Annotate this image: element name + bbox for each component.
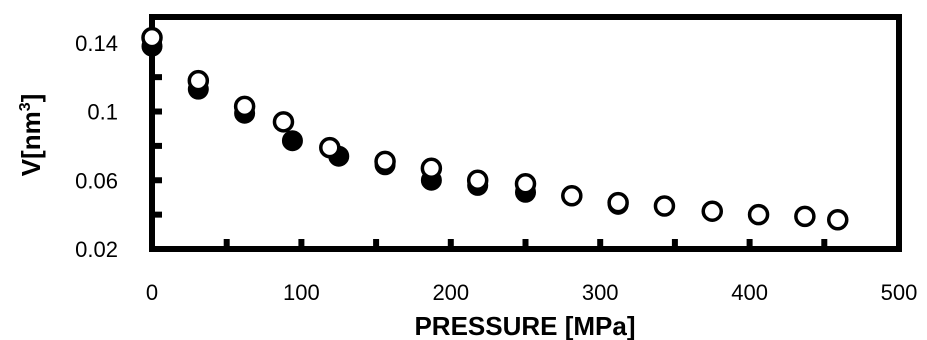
y-tick-label-0: 0.02 (75, 237, 118, 262)
filled-point-3 (281, 130, 303, 152)
x-tick-label-1: 100 (283, 280, 320, 305)
x-tick-label-3: 300 (582, 280, 619, 305)
plot-frame (149, 14, 902, 252)
open-point-4 (319, 136, 341, 159)
x-tick-label-4: 400 (731, 280, 768, 305)
open-point-15 (826, 209, 849, 231)
y-tick-label-2: 0.1 (87, 100, 118, 125)
open-point-14 (794, 205, 816, 228)
open-point-12 (701, 200, 723, 222)
open-point-13 (747, 203, 770, 226)
open-point-1 (187, 69, 210, 92)
x-axis-title: PRESSURE [MPa] (414, 311, 635, 340)
x-tick-label-0: 0 (146, 280, 158, 305)
y-axis-title-close: ] (16, 94, 46, 103)
tick-marks (149, 39, 902, 252)
open-point-8 (514, 172, 537, 195)
data-markers (141, 26, 849, 231)
open-point-9 (561, 184, 583, 207)
open-point-10 (607, 191, 629, 214)
tick-labels: 0 100 200 300 400 500 0.02 0.06 0.1 0.14 (75, 31, 917, 305)
y-axis-title-superscript: 3 (17, 102, 34, 111)
open-point-0 (141, 26, 163, 49)
open-point-6 (420, 157, 443, 179)
open-point-5 (374, 150, 396, 173)
y-tick-label-1: 0.06 (75, 168, 118, 193)
open-point-7 (466, 169, 489, 192)
y-tick-label-3: 0.14 (75, 31, 118, 56)
open-point-11 (653, 195, 676, 217)
x-tick-label-5: 500 (881, 280, 918, 305)
open-point-3 (272, 111, 295, 133)
y-axis-title: V[nm3] (16, 94, 46, 177)
y-axis-title-base: V[nm (16, 111, 46, 176)
x-tick-label-2: 200 (432, 280, 469, 305)
open-point-2 (233, 95, 256, 118)
